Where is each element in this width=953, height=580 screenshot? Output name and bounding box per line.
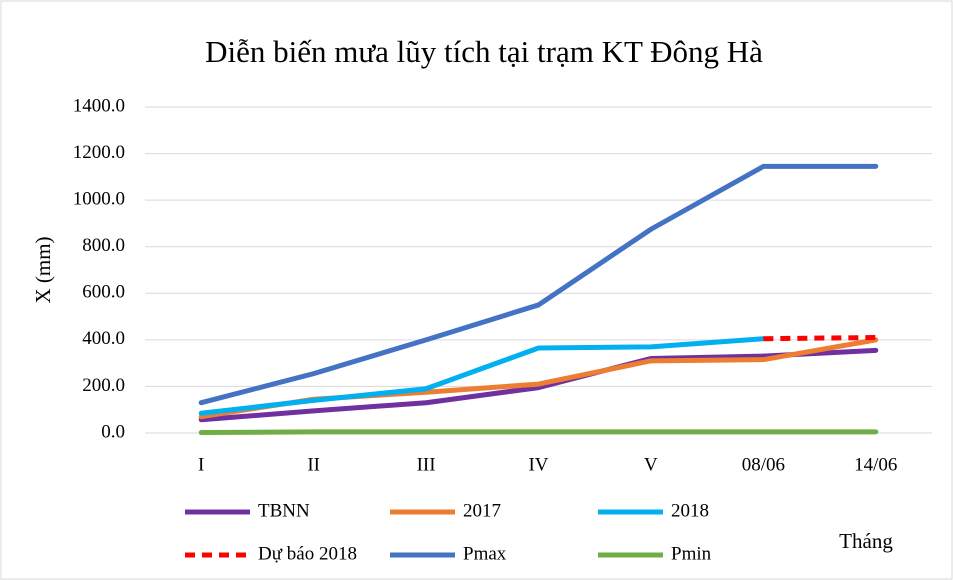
legend-label: TBNN (258, 500, 310, 521)
series-line (198, 163, 879, 406)
series-line (763, 335, 876, 342)
series-line (198, 429, 879, 436)
series-line (198, 347, 879, 423)
chart-title: Diễn biến mưa lũy tích tại trạm KT Đông … (205, 34, 763, 69)
x-tick-label: I (198, 454, 204, 475)
y-tick-label: 1000.0 (73, 189, 125, 210)
y-tick-label: 1400.0 (73, 95, 125, 116)
y-tick-label: 600.0 (82, 282, 125, 303)
y-tick-label: 1200.0 (73, 142, 125, 163)
x-tick-label: IV (528, 454, 548, 475)
legend-label: 2017 (463, 500, 501, 521)
y-tick-label: 400.0 (82, 328, 125, 349)
legend-label: Pmin (671, 543, 712, 564)
legend-label: Pmax (463, 543, 507, 564)
y-axis-label: X (mm) (31, 236, 55, 303)
y-tick-label: 0.0 (101, 421, 125, 442)
y-tick-label: 800.0 (82, 235, 125, 256)
x-tick-label: V (644, 454, 658, 475)
x-tick-label: II (307, 454, 320, 475)
x-tick-label: 14/06 (854, 454, 897, 475)
legend-label: 2018 (671, 500, 709, 521)
x-tick-label: 08/06 (742, 454, 785, 475)
legend-label: Dự báo 2018 (258, 543, 357, 564)
x-tick-label: III (417, 454, 436, 475)
x-axis-label: Tháng (839, 529, 893, 553)
y-tick-label: 200.0 (82, 375, 125, 396)
series-line (198, 336, 766, 416)
